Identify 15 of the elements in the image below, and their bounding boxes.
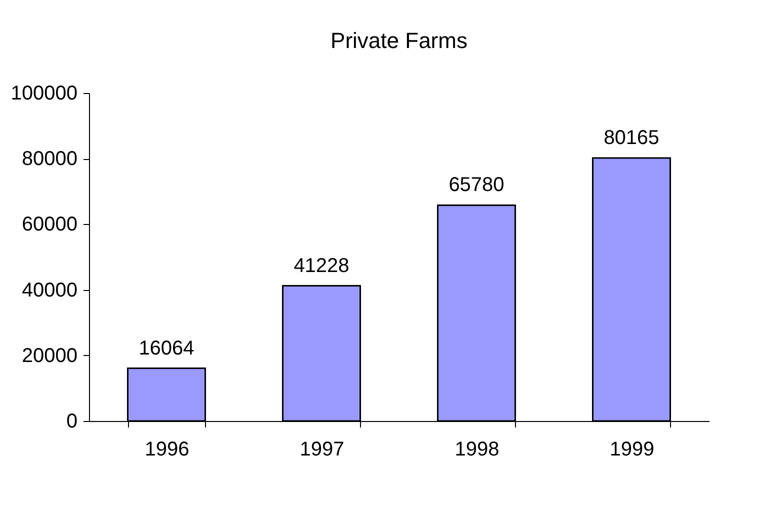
data-label: 41228 — [294, 254, 350, 277]
x-tick-label: 1997 — [300, 438, 344, 460]
y-tick-label: 40000 — [22, 279, 78, 302]
chart-title: Private Farms — [330, 28, 468, 53]
x-tick-label: 1998 — [454, 438, 500, 460]
y-tick-label: 0 — [66, 410, 78, 432]
data-label: 80165 — [604, 127, 660, 150]
y-tick-label: 60000 — [22, 214, 78, 236]
data-label: 16064 — [138, 337, 194, 360]
x-tick-label: 1999 — [610, 438, 654, 460]
data-label: 65780 — [448, 174, 504, 196]
x-tick-label: 1996 — [144, 438, 190, 460]
y-tick-label: 100000 — [10, 82, 78, 104]
y-tick-label: 80000 — [22, 148, 78, 170]
y-tick-label: 20000 — [22, 344, 78, 367]
